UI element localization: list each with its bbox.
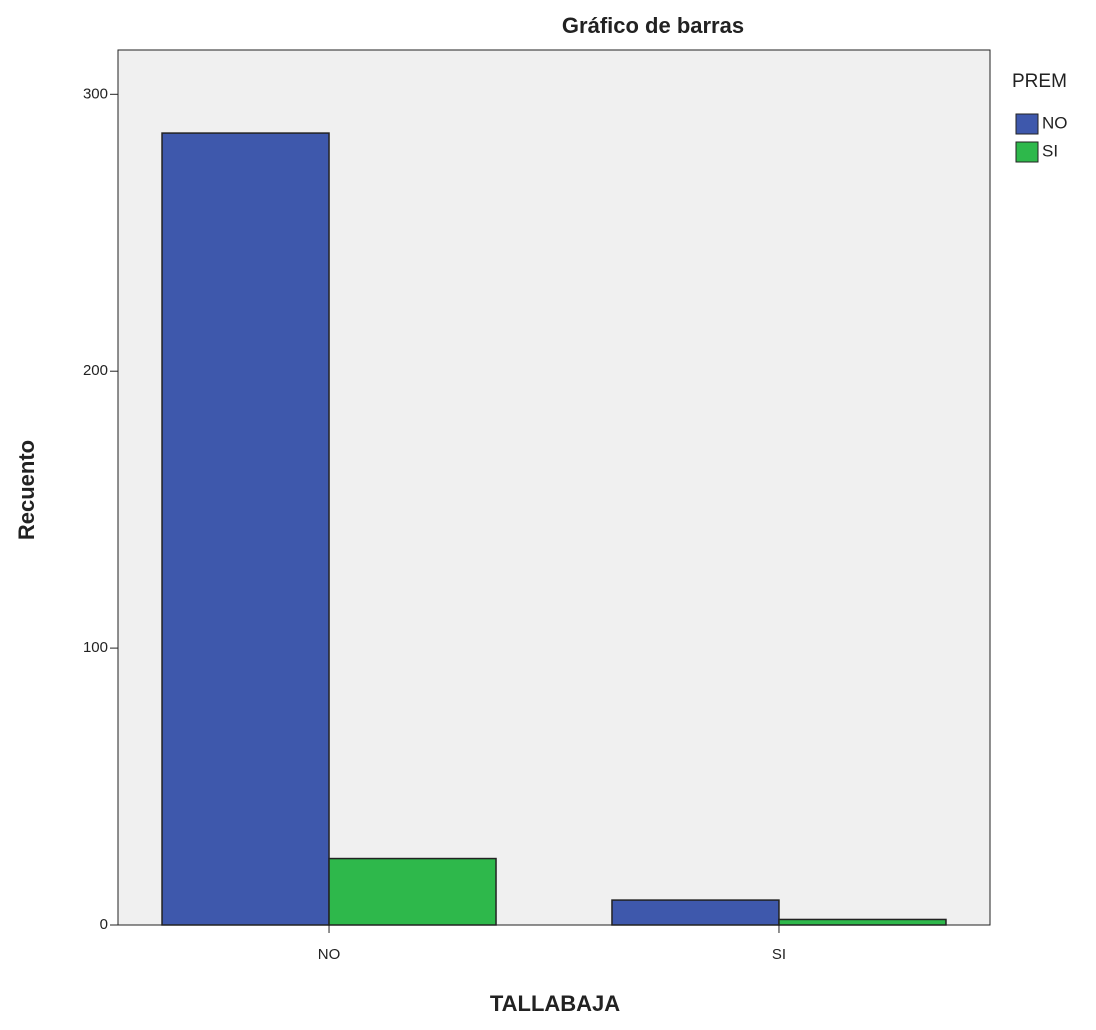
legend-title: PREM: [1012, 71, 1067, 92]
legend-label: SI: [1042, 141, 1058, 160]
legend-label: NO: [1042, 113, 1068, 132]
bar: [611, 899, 780, 926]
legend-swatch: [1015, 141, 1039, 163]
bar: [161, 132, 330, 926]
x-tick-label: SI: [772, 946, 786, 963]
legend-swatch: [1015, 113, 1039, 135]
y-tick-label: 0: [100, 916, 108, 933]
y-tick-label: 100: [83, 639, 108, 656]
y-tick-label: 300: [83, 85, 108, 102]
y-tick-label: 200: [83, 362, 108, 379]
bar: [328, 857, 497, 926]
bar: [778, 918, 947, 926]
chart-title: Gráfico de barras: [562, 13, 744, 38]
x-tick-label: NO: [318, 946, 341, 963]
y-axis-label: Recuento: [14, 440, 39, 540]
x-axis-label: TALLABAJA: [490, 991, 620, 1016]
